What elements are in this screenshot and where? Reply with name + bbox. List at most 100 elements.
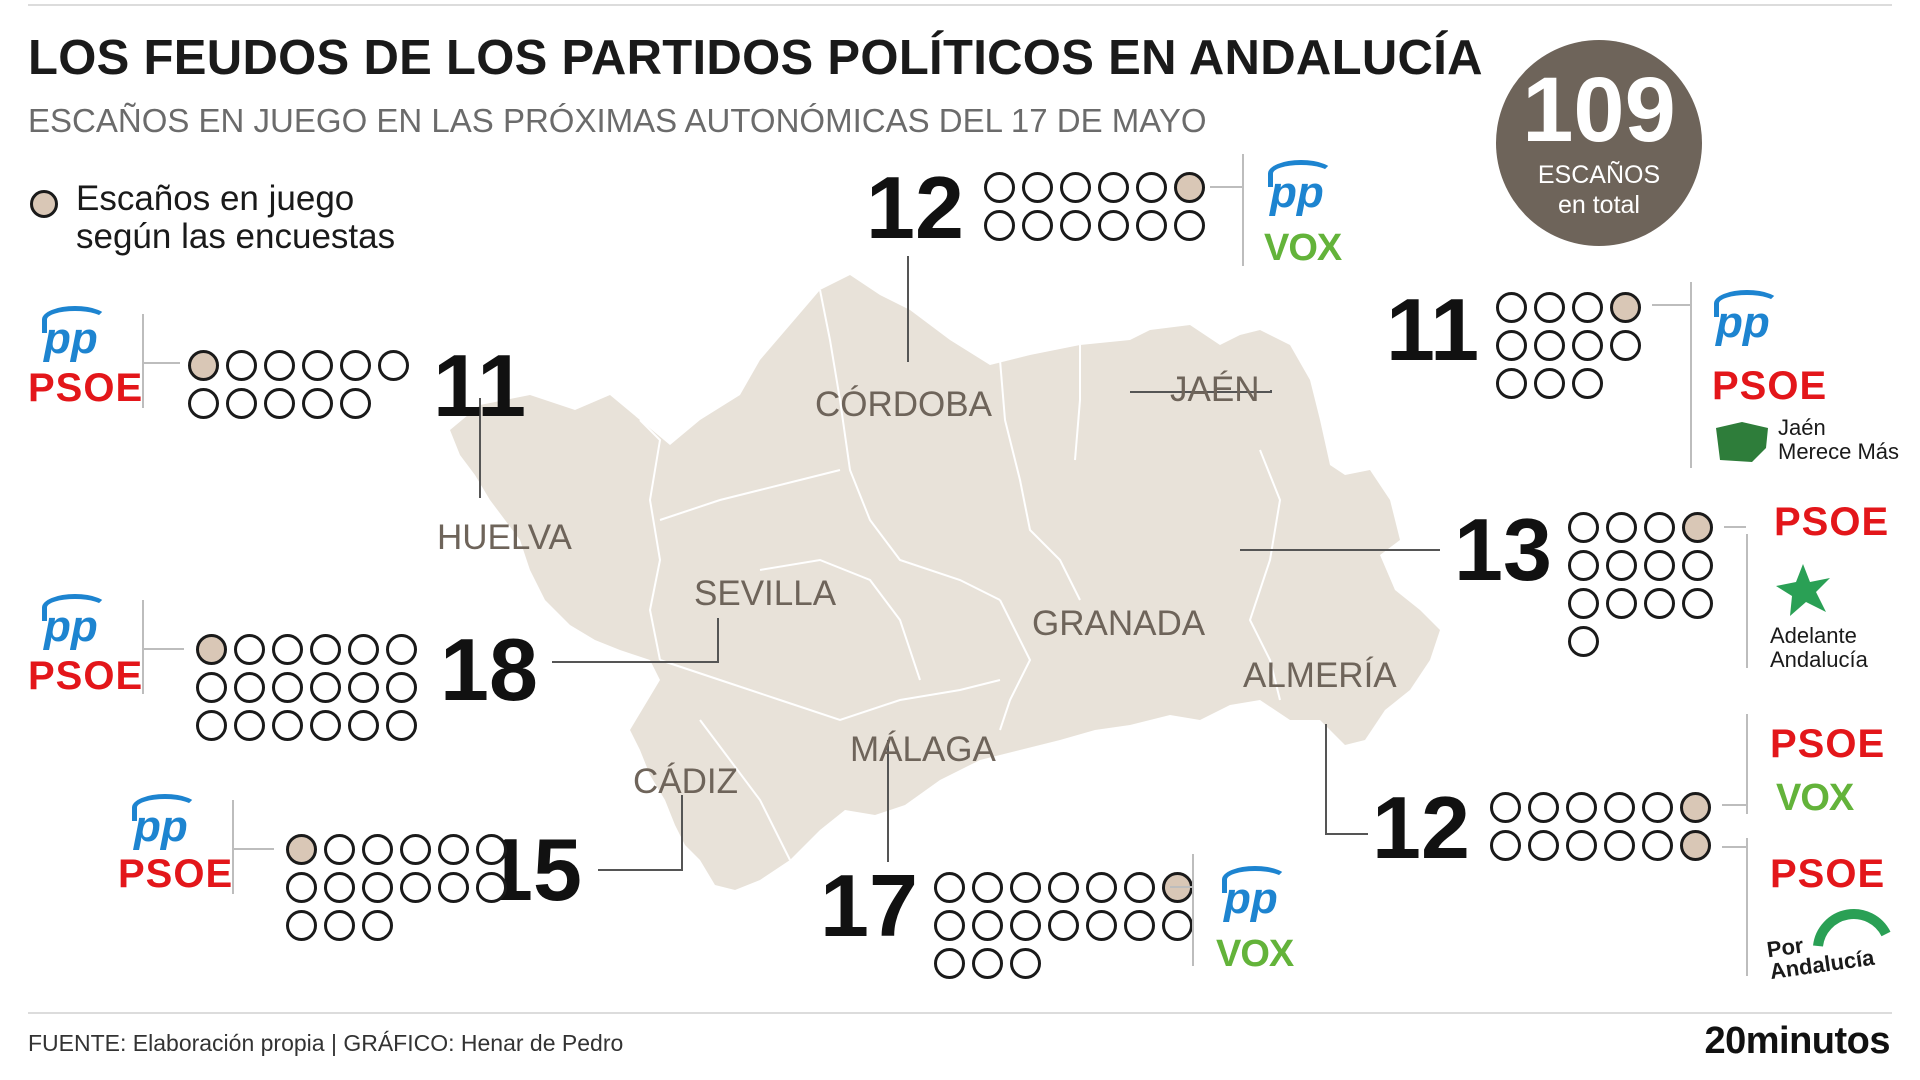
seat-dot	[272, 634, 303, 665]
seat-dot	[272, 672, 303, 703]
psoe-logo-almeria-1: PSOE	[1770, 722, 1886, 766]
pp-text: pp	[1224, 874, 1278, 923]
source-credit: FUENTE: Elaboración propia | GRÁFICO: He…	[28, 1030, 624, 1056]
province-name-huelva: HUELVA	[437, 518, 572, 557]
seat-dot	[324, 834, 355, 865]
seat-dot	[362, 910, 393, 941]
seats-malaga: 17	[820, 856, 918, 955]
seat-dot	[1572, 330, 1603, 361]
seat-dot	[302, 388, 333, 419]
seat-dot	[1086, 910, 1117, 941]
party-bracket-malaga	[1192, 854, 1194, 966]
seat-dot	[972, 872, 1003, 903]
seat-dot	[984, 210, 1015, 241]
seat-dot	[1606, 512, 1637, 543]
seat-dot	[348, 634, 379, 665]
adelante-andalucia-label: Adelante Andalucía	[1770, 624, 1868, 672]
seat-dot	[348, 710, 379, 741]
seat-dot	[386, 634, 417, 665]
seat-dot	[1086, 872, 1117, 903]
party-bracket-almeria-tick1	[1722, 804, 1746, 806]
seat-dot	[1490, 792, 1521, 823]
party-bracket-jaen-tick	[1652, 304, 1690, 306]
seat-dot	[438, 872, 469, 903]
psoe-logo-granada: PSOE	[1774, 500, 1890, 544]
party-bracket-huelva	[142, 314, 144, 408]
province-borders	[639, 289, 1282, 861]
province-name-granada: GRANADA	[1032, 604, 1206, 643]
seat-dot	[1568, 550, 1599, 581]
seat-dot	[984, 172, 1015, 203]
seat-dot	[264, 350, 295, 381]
seats-huelva: 11	[433, 336, 527, 435]
seat-dot	[1534, 292, 1565, 323]
seat-dot	[324, 872, 355, 903]
seat-dot	[438, 834, 469, 865]
seats-cordoba: 12	[866, 158, 964, 257]
seat-dot	[400, 834, 431, 865]
pp-text: pp	[44, 314, 98, 363]
seat-dot-in-play	[286, 834, 317, 865]
seat-dot	[1534, 330, 1565, 361]
seat-dot	[1642, 830, 1673, 861]
party-bracket-granada-tick	[1724, 526, 1746, 528]
seat-dot-in-play	[1682, 512, 1713, 543]
seat-dot	[1528, 830, 1559, 861]
vox-logo-cordoba: VOX	[1264, 227, 1342, 269]
seat-dot	[1568, 588, 1599, 619]
seat-dot	[1682, 550, 1713, 581]
province-name-sevilla: SEVILLA	[694, 574, 837, 613]
total-seats-label: ESCAÑOS	[1537, 161, 1661, 189]
seat-dot	[1098, 172, 1129, 203]
province-name-malaga: MÁLAGA	[850, 730, 996, 769]
andalucia-shape	[450, 275, 1440, 890]
seat-dot	[362, 872, 393, 903]
party-bracket-almeria-tick2	[1722, 846, 1746, 848]
jaen-merece-mas-label: Jaén Merece Más	[1778, 416, 1899, 464]
seat-dot	[302, 350, 333, 381]
seat-dot	[1010, 872, 1041, 903]
seat-dot	[386, 672, 417, 703]
seat-dot	[1174, 210, 1205, 241]
seat-dot	[972, 948, 1003, 979]
seat-dot-in-play	[196, 634, 227, 665]
seat-dot	[1644, 512, 1675, 543]
pp-text: pp	[1270, 168, 1324, 217]
seat-dot	[1604, 830, 1635, 861]
psoe-logo-almeria-2: PSOE	[1770, 852, 1886, 896]
seat-dot	[1124, 910, 1155, 941]
seats-almeria: 12	[1372, 778, 1470, 877]
seat-dot	[1572, 368, 1603, 399]
bottom-divider	[28, 1012, 1892, 1014]
psoe-logo-huelva: PSOE	[28, 366, 144, 410]
seat-dot	[972, 910, 1003, 941]
seat-dot	[1644, 588, 1675, 619]
seat-dot	[934, 948, 965, 979]
seat-dot-in-play	[1174, 172, 1205, 203]
psoe-logo-sevilla: PSOE	[28, 654, 144, 698]
party-bracket-jaen	[1690, 282, 1692, 468]
seat-dot	[1022, 210, 1053, 241]
seat-dot	[234, 634, 265, 665]
province-name-almeria: ALMERÍA	[1243, 656, 1397, 695]
province-name-cadiz: CÁDIZ	[633, 762, 738, 801]
page-subtitle: ESCAÑOS EN JUEGO EN LAS PRÓXIMAS AUTONÓM…	[28, 102, 1207, 139]
seat-dot	[1682, 588, 1713, 619]
jaen-merece-mas-icon	[1716, 422, 1768, 462]
pp-text: pp	[1716, 298, 1770, 347]
seat-dot	[340, 350, 371, 381]
seat-dot	[1606, 588, 1637, 619]
seat-dot	[1644, 550, 1675, 581]
legend-line-1: Escaños en juego	[76, 179, 355, 218]
party-bracket-almeria-1	[1746, 714, 1748, 814]
seat-dot-in-play	[1610, 292, 1641, 323]
province-name-cordoba: CÓRDOBA	[815, 385, 992, 424]
seat-dot	[1048, 872, 1079, 903]
leader-lines	[479, 256, 1440, 871]
seat-dot	[1604, 792, 1635, 823]
aa-line-1: Adelante	[1770, 623, 1857, 648]
pp-arc-icon	[42, 306, 108, 333]
seat-dot	[1010, 948, 1041, 979]
seat-dot	[378, 350, 409, 381]
pp-arc-icon	[132, 794, 198, 821]
